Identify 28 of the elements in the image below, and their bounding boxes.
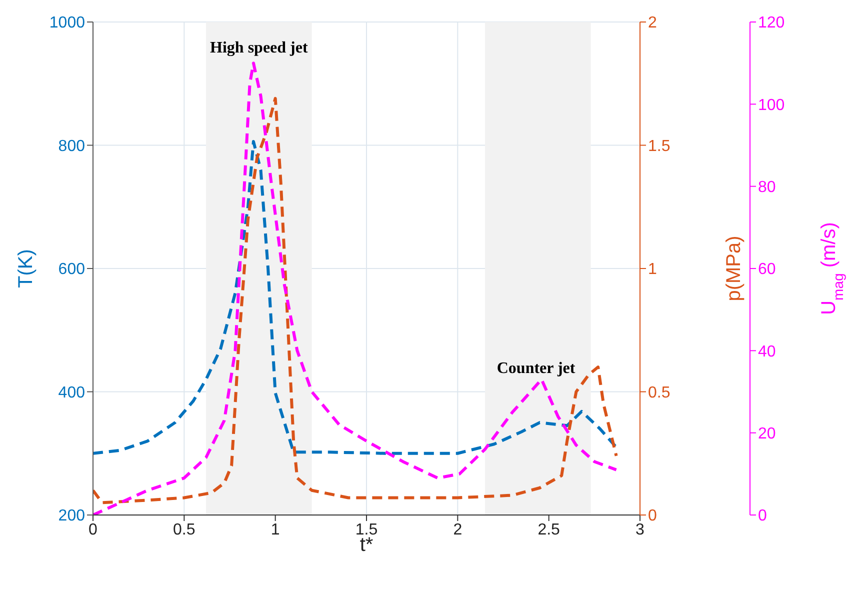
y-axis-title: T(K) bbox=[15, 249, 37, 288]
y3-tick-label: 20 bbox=[758, 426, 776, 443]
y-tick-label: 1000 bbox=[49, 14, 86, 32]
y3-tick-label: 40 bbox=[758, 343, 776, 360]
y2-tick-label: 0.5 bbox=[648, 384, 670, 402]
x-tick-label: 0.5 bbox=[173, 521, 196, 538]
y-tick-label: 800 bbox=[58, 138, 86, 155]
x-tick-label: 0 bbox=[88, 521, 98, 538]
annotation: High speed jet bbox=[210, 39, 308, 56]
y2-tick-label: 1.5 bbox=[648, 138, 670, 155]
x-tick-label: 3 bbox=[636, 521, 645, 538]
y2-tick-label: 1 bbox=[648, 261, 657, 278]
y-tick-label: 200 bbox=[58, 508, 86, 525]
y3-tick-label: 120 bbox=[758, 14, 785, 32]
y3-tick-label: 60 bbox=[758, 261, 776, 278]
x-tick-label: 1 bbox=[270, 521, 280, 538]
y3-tick-label: 80 bbox=[758, 179, 776, 196]
y-tick-label: 400 bbox=[58, 384, 86, 402]
y2-tick-label: 2 bbox=[648, 14, 657, 32]
y3-tick-label: 0 bbox=[758, 508, 767, 525]
y3-tick-label: 100 bbox=[758, 96, 785, 114]
y-tick-label: 600 bbox=[58, 261, 86, 278]
annotation: Counter jet bbox=[496, 360, 576, 377]
x-tick-label: 2 bbox=[453, 521, 462, 538]
line-series bbox=[93, 140, 618, 455]
y2-axis-title: p(MPa) bbox=[723, 236, 745, 302]
y2-tick-label: 0 bbox=[648, 508, 657, 525]
x-tick-label: 2.5 bbox=[538, 521, 560, 538]
